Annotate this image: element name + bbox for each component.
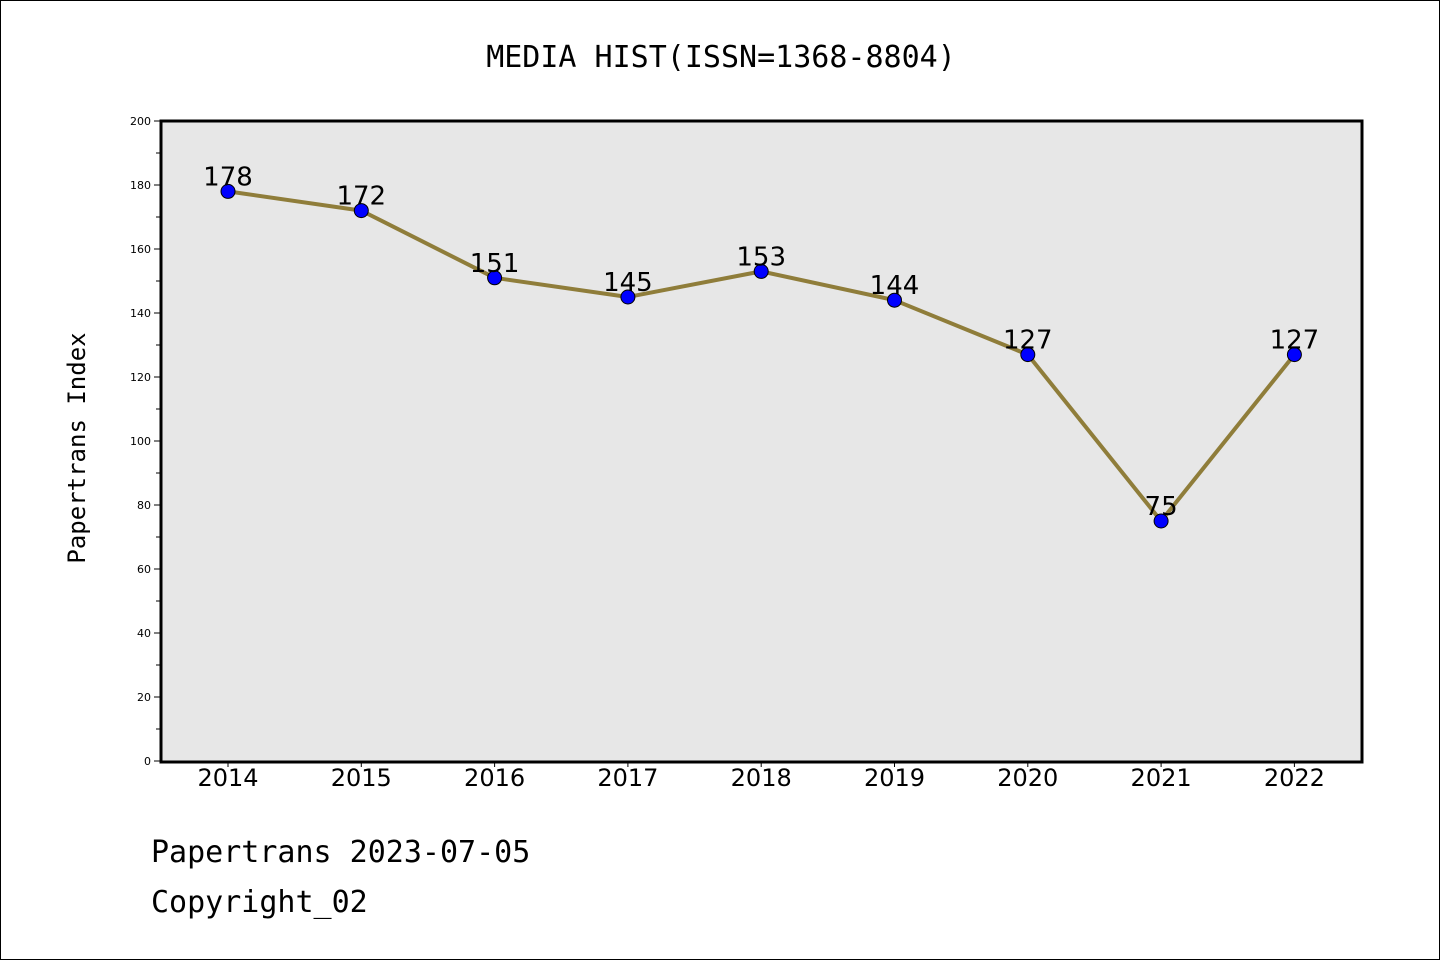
data-point-marker [487,270,503,286]
footer-date: Papertrans 2023-07-05 [151,835,531,870]
data-label: 178 [203,162,253,192]
data-label: 145 [603,268,653,298]
data-label: 172 [336,182,386,212]
chart-title: MEDIA HIST(ISSN=1368-8804) [486,40,956,75]
data-point-marker [620,289,636,305]
data-label: 75 [1145,492,1178,522]
data-point-marker [887,292,902,308]
x-tick-label: 2017 [597,764,658,792]
x-tick-label: 2015 [331,764,392,792]
y-tick-label: 160 [130,243,151,256]
y-tick-label: 180 [130,179,151,192]
data-point-marker [1020,347,1036,363]
data-points [220,183,1302,529]
y-tick-label: 40 [137,627,151,640]
data-point-marker [1286,347,1302,363]
data-label: 127 [1270,326,1320,356]
data-label: 153 [736,242,786,272]
footer-copyright: Copyright_02 [151,885,368,920]
x-tick-label: 2014 [197,764,258,792]
data-labels: 178 172 151 145 153 144 127 75 127 [203,162,1319,522]
y-tick-label: 120 [130,371,151,384]
data-label: 127 [1003,326,1053,356]
y-tick-label: 0 [144,755,151,768]
x-tick-label: 2018 [731,764,792,792]
x-tick-label: 2019 [864,764,925,792]
data-point-marker [1153,513,1169,529]
y-tick-label: 20 [137,691,151,704]
x-tick-label: 2016 [464,764,525,792]
data-label: 144 [870,271,920,301]
y-tick-label: 200 [130,115,151,128]
x-axis: 2014 2015 2016 2017 2018 2019 2020 2021 2022 [197,761,1325,792]
y-tick-label: 100 [130,435,151,448]
y-tick-label: 80 [137,499,151,512]
y-axis: 0 20 40 60 80 100 120 140 160 180 200 [130,115,161,768]
x-tick-label: 2021 [1131,764,1192,792]
y-tick-label: 60 [137,563,151,576]
y-tick-label: 140 [130,307,151,320]
x-tick-label: 2020 [997,764,1058,792]
data-label: 151 [470,249,520,279]
y-axis-label: Papertrans Index [63,332,91,563]
data-point-marker [753,263,769,279]
data-point-marker [353,203,369,219]
plot-area [159,119,1364,764]
x-tick-label: 2022 [1264,764,1325,792]
data-point-marker [220,183,236,199]
